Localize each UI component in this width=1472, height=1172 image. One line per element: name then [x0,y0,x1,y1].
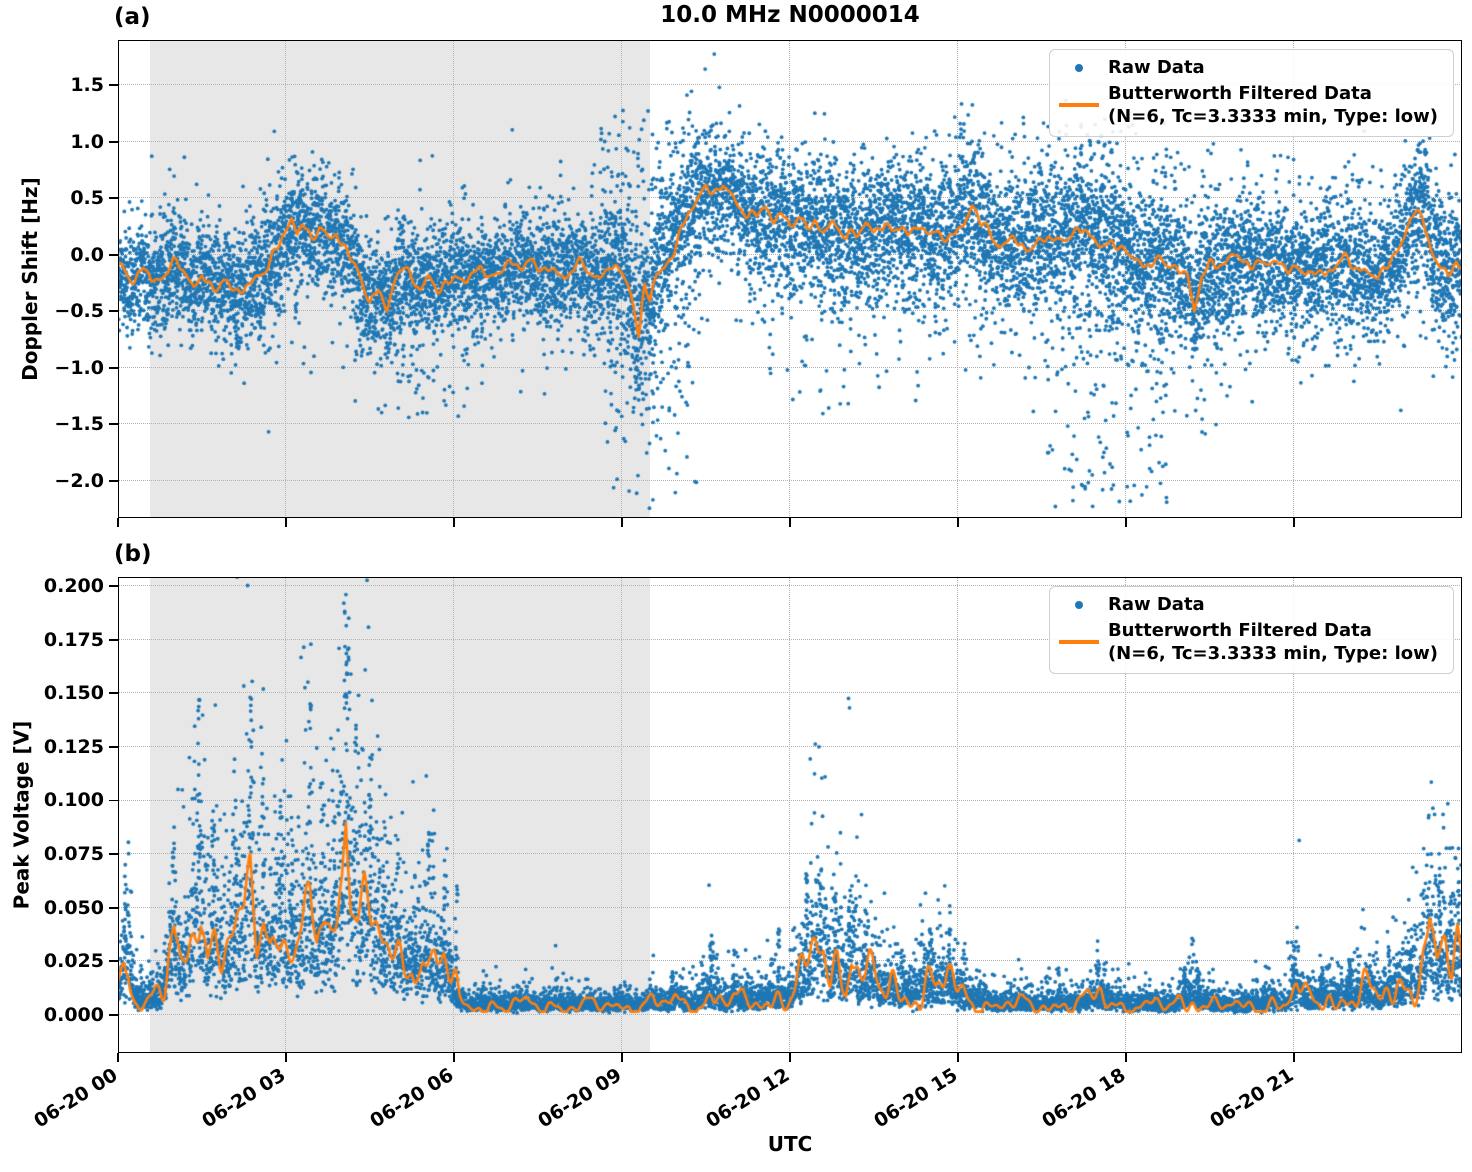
panel-a-legend: Raw Data Butterworth Filtered Data (N=6, … [1048,49,1454,138]
filtered-data-label: Butterworth Filtered Data (N=6, Tc=3.3333… [1108,82,1438,128]
filtered-line-icon [1050,103,1108,107]
y-tick-label: −1.0 [54,356,104,379]
y-tick [109,366,118,369]
raw-data-label: Raw Data [1107,57,1205,78]
y-tick [109,692,118,695]
legend-raw-row: Raw Data [1050,593,1438,616]
y-tick [109,960,118,963]
filtered-data-label-line2: (N=6, Tc=3.3333 min, Type: low) [1107,106,1438,128]
panel-b-legend: Raw Data Butterworth Filtered Data (N=6, … [1048,586,1454,675]
figure-title: 10.0 MHz N0000014 [660,2,920,28]
y-tick [109,906,118,909]
x-tick [1293,518,1295,527]
y-tick-label: 0.125 [43,735,104,758]
x-tick [789,518,791,527]
y-tick-label: 0.000 [43,1003,104,1026]
panel-b-plot-area: Raw Data Butterworth Filtered Data (N=6, … [118,577,1462,1053]
x-tick [453,1053,455,1062]
y-tick-label: 0.075 [43,843,104,866]
y-tick [109,1013,118,1016]
x-tick-label: 06-20 18 [1038,1064,1130,1133]
panel-a-label: (a) [114,4,151,30]
y-tick-label: 0.100 [43,789,104,812]
y-tick [109,310,118,313]
legend-filtered-row: Butterworth Filtered Data (N=6, Tc=3.3333… [1050,619,1438,665]
y-tick-label: 0.175 [43,628,104,651]
y-tick [109,853,118,855]
y-tick-label: 0.5 [70,187,104,210]
y-tick-label: −2.0 [54,469,104,492]
panel-a-plot-area: Raw Data Butterworth Filtered Data (N=6, … [118,40,1462,518]
panel-b-label: (b) [114,541,152,567]
y-tick [109,745,118,748]
y-tick-label: 0.050 [43,896,104,919]
x-tick [285,518,287,527]
y-tick [109,253,118,256]
y-tick [109,197,118,200]
raw-data-label: Raw Data [1107,594,1205,615]
filtered-data-label-line1: Butterworth Filtered Data [1107,620,1372,642]
x-tick [957,518,959,527]
x-tick [1125,1053,1127,1062]
panel-a-y-axis-title: Doppler Shift [Hz] [18,177,42,381]
y-tick [109,479,118,482]
y-tick-label: 1.5 [70,74,104,97]
filtered-data-label-line1: Butterworth Filtered Data [1107,83,1372,105]
x-tick-label: 06-20 21 [1206,1064,1298,1133]
x-tick [285,1053,287,1062]
y-tick-label: −0.5 [54,300,104,323]
y-tick [109,638,118,641]
legend-raw-row: Raw Data [1050,56,1438,79]
x-tick-label: 06-20 06 [366,1064,458,1133]
y-tick [109,423,118,426]
y-tick [109,84,118,87]
y-tick-label: 0.200 [43,575,104,597]
x-tick-label: 06-20 12 [702,1064,794,1133]
x-tick-label: 06-20 03 [198,1064,290,1133]
x-tick-label: 06-20 09 [534,1064,626,1133]
x-tick [1125,518,1127,527]
x-tick [957,1053,959,1062]
raw-data-dot-icon [1050,63,1108,72]
x-tick [789,1053,791,1062]
x-tick [117,518,119,527]
y-tick-label: −1.5 [54,413,104,436]
x-tick-label: 06-20 15 [870,1064,962,1133]
x-tick-label: 06-20 00 [30,1064,122,1133]
x-tick [621,518,623,527]
x-axis-title: UTC [767,1132,813,1156]
x-tick [621,1053,623,1062]
filtered-data-label: Butterworth Filtered Data (N=6, Tc=3.3333… [1108,619,1438,665]
filtered-line-icon [1050,640,1108,644]
legend-filtered-row: Butterworth Filtered Data (N=6, Tc=3.3333… [1050,82,1438,128]
y-tick-label: 0.025 [43,950,104,973]
x-tick [117,1053,119,1062]
x-tick [453,518,455,527]
y-tick-label: 1.0 [70,130,104,153]
y-tick-label: 0.150 [43,682,104,705]
y-tick [109,799,118,802]
y-tick [109,140,118,143]
x-tick [1293,1053,1295,1062]
filtered-data-label-line2: (N=6, Tc=3.3333 min, Type: low) [1107,643,1438,665]
y-tick-label: 0.0 [70,243,104,266]
y-tick [109,585,118,587]
raw-data-dot-icon [1050,600,1108,609]
